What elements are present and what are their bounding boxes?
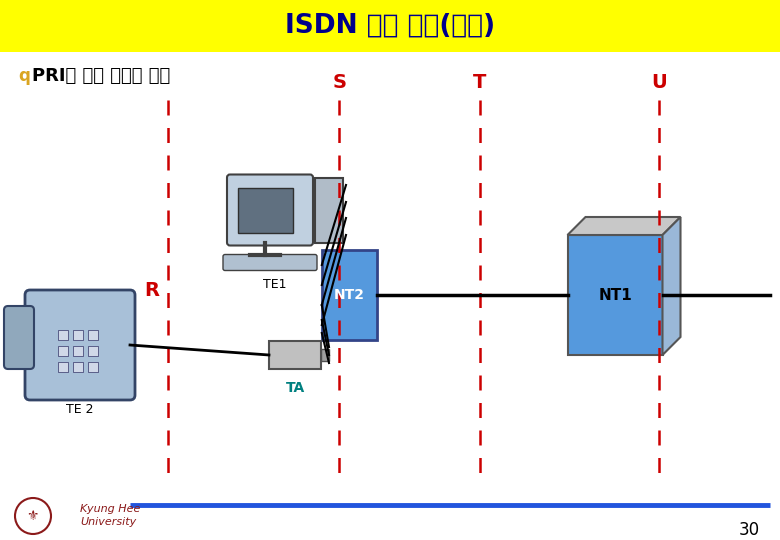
FancyBboxPatch shape <box>25 290 135 400</box>
Bar <box>568 235 662 355</box>
Bar <box>58 330 68 340</box>
Bar <box>322 250 377 340</box>
Bar <box>0 0 780 52</box>
Polygon shape <box>662 217 680 355</box>
Bar <box>73 362 83 372</box>
Text: TE1: TE1 <box>264 278 287 291</box>
Text: University: University <box>80 517 136 527</box>
FancyBboxPatch shape <box>223 254 317 271</box>
Text: 30: 30 <box>739 521 760 539</box>
Text: ⚜: ⚜ <box>27 509 39 523</box>
Text: TE 2: TE 2 <box>66 403 94 416</box>
Text: T: T <box>473 73 487 92</box>
Text: TA: TA <box>285 381 305 395</box>
Bar <box>88 346 98 356</box>
Text: NT2: NT2 <box>334 288 365 302</box>
Text: R: R <box>145 280 160 300</box>
Bar <box>321 349 329 361</box>
Bar <box>88 330 98 340</box>
Text: S: S <box>332 73 346 92</box>
Bar <box>315 178 343 242</box>
Bar <box>73 346 83 356</box>
Polygon shape <box>568 217 680 235</box>
Text: q: q <box>18 67 30 85</box>
Text: ISDN 계층 구조(계속): ISDN 계층 구조(계속) <box>285 13 495 39</box>
FancyBboxPatch shape <box>4 306 34 369</box>
Text: PRI를 위한 물리층 규격: PRI를 위한 물리층 규격 <box>32 67 170 85</box>
Bar <box>58 346 68 356</box>
FancyBboxPatch shape <box>227 174 313 246</box>
Text: Kyung Hee: Kyung Hee <box>80 504 140 514</box>
Bar <box>269 341 321 369</box>
Text: NT1: NT1 <box>598 287 632 302</box>
Bar <box>73 330 83 340</box>
Bar <box>238 187 293 233</box>
Bar <box>88 362 98 372</box>
Text: U: U <box>651 73 667 92</box>
Bar <box>58 362 68 372</box>
